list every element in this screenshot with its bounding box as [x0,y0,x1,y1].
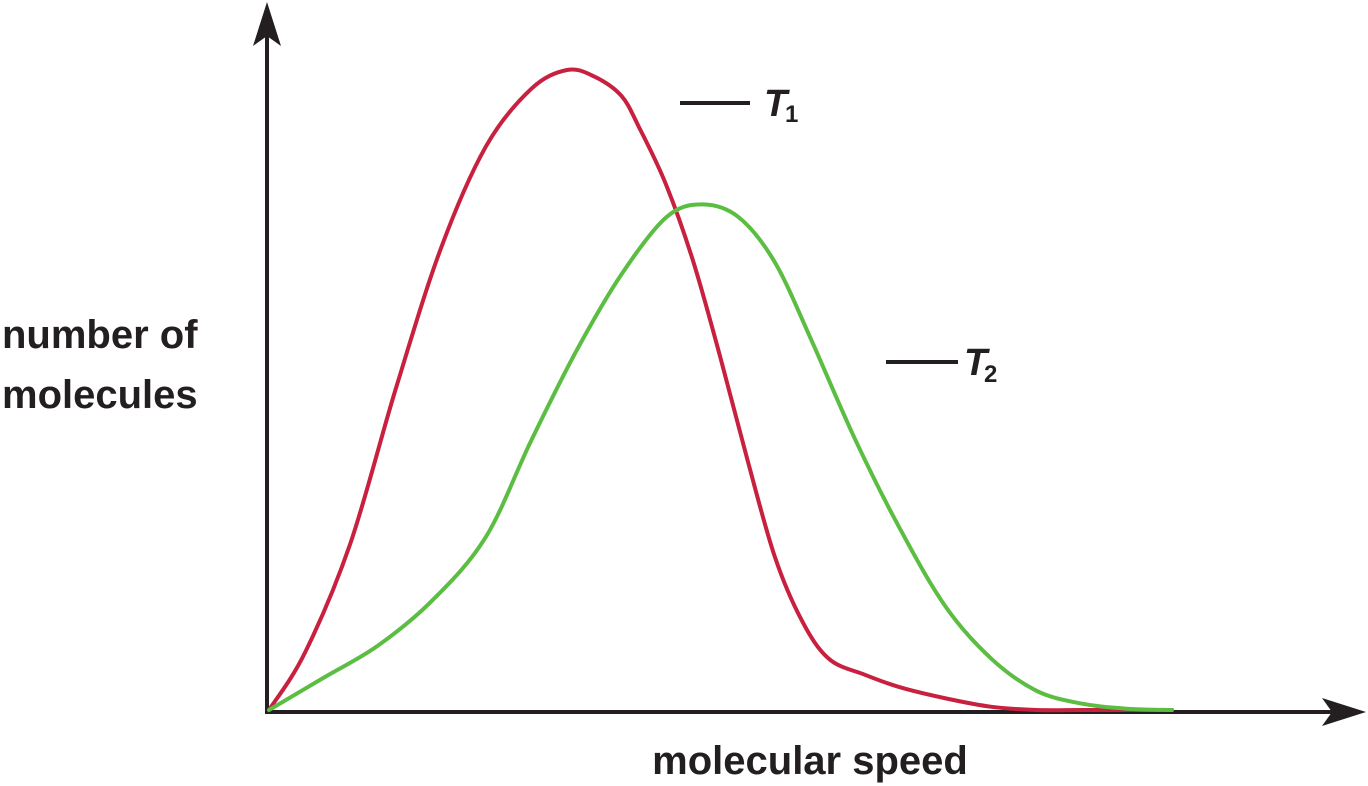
y-axis-label-line-1: number of [2,313,198,357]
series-line-t1 [267,67,1174,713]
series-layer [267,67,1174,713]
y-axis-arrowhead [253,2,281,46]
series-label-t1: T [764,83,790,125]
series-label-subscript-t1: 1 [785,101,798,128]
y-axis-label-line-2: molecules [2,373,198,417]
series-label-subscript-t2: 2 [984,361,997,388]
x-axis-label: molecular speed [652,739,968,783]
series-line-t2 [267,202,1174,712]
x-axis-arrowhead [1322,698,1366,726]
chart-axes [253,2,1366,726]
series-label-t2: T [964,342,990,384]
